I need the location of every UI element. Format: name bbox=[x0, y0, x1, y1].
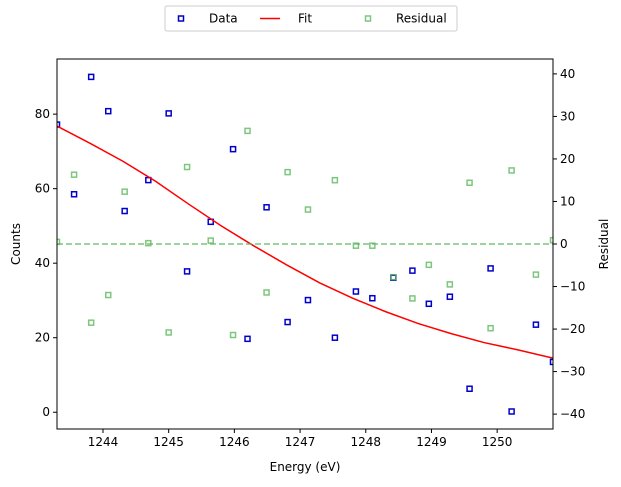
legend-label: Residual bbox=[396, 12, 447, 26]
data-point bbox=[466, 385, 473, 393]
legend-swatch bbox=[364, 15, 372, 22]
y-axis-label: Counts bbox=[9, 223, 23, 265]
x-tick-label: 1244 bbox=[88, 435, 119, 449]
y2-tick-label: −20 bbox=[560, 322, 585, 336]
legend-frame bbox=[164, 5, 458, 32]
data-point bbox=[244, 335, 251, 343]
residual-point bbox=[466, 179, 473, 187]
residual-point bbox=[244, 127, 251, 135]
data-point bbox=[304, 296, 312, 304]
data-point bbox=[532, 321, 540, 328]
y2-tick-label: −10 bbox=[560, 280, 585, 294]
series-layer bbox=[57, 73, 553, 415]
residual-point bbox=[425, 261, 433, 269]
residual-point bbox=[121, 188, 128, 195]
y2-tick-label: 30 bbox=[560, 109, 575, 123]
data-point bbox=[263, 204, 270, 211]
x-tick-label: 1245 bbox=[153, 435, 184, 449]
x-tick-label: 1246 bbox=[219, 435, 250, 449]
residual-point bbox=[263, 289, 270, 296]
residual-point bbox=[87, 319, 95, 326]
residual-point bbox=[508, 167, 515, 174]
residual-point bbox=[70, 171, 78, 178]
data-point bbox=[549, 358, 553, 366]
data-point bbox=[425, 300, 433, 308]
y-tick-label: 80 bbox=[35, 107, 50, 121]
y-tick-label: 60 bbox=[35, 182, 50, 196]
data-point bbox=[446, 293, 454, 300]
y-tick-label: 40 bbox=[35, 256, 50, 270]
residual-point bbox=[104, 291, 112, 299]
data-point bbox=[352, 288, 360, 295]
data-point bbox=[57, 121, 61, 128]
data-point bbox=[409, 267, 416, 274]
data-point bbox=[121, 207, 128, 215]
data-point bbox=[104, 107, 112, 115]
data-point bbox=[87, 73, 95, 81]
axes-layer: 1244 1245 1246 1247 1248 1249 1250 0 20 40 60 80 −40… bbox=[35, 67, 586, 449]
data-point bbox=[229, 145, 237, 153]
residual-point bbox=[57, 238, 61, 246]
fit-line bbox=[57, 125, 553, 359]
x-tick-label: 1248 bbox=[350, 435, 381, 449]
residual-point bbox=[183, 163, 191, 171]
y2-tick-label: 0 bbox=[560, 237, 568, 251]
y2-tick-label: 40 bbox=[560, 67, 575, 81]
x-axis-label: Energy (eV) bbox=[270, 460, 341, 474]
residual-point bbox=[165, 329, 172, 336]
y2-tick-label: −40 bbox=[560, 407, 585, 421]
residual-point bbox=[369, 242, 376, 249]
data-point bbox=[487, 265, 494, 272]
residual-point bbox=[145, 239, 152, 247]
data-point bbox=[70, 191, 78, 198]
residual-point bbox=[409, 295, 416, 302]
residual-point bbox=[284, 168, 291, 176]
residual-point bbox=[229, 331, 237, 339]
residual-point bbox=[549, 236, 553, 244]
y2-tick-label: −30 bbox=[560, 365, 585, 379]
residual-point bbox=[304, 206, 312, 213]
y-tick-label: 20 bbox=[35, 331, 50, 345]
y2-axis-label: Residual bbox=[597, 219, 611, 270]
residual-point bbox=[446, 281, 454, 288]
data-point bbox=[331, 334, 339, 341]
x-tick-label: 1247 bbox=[285, 435, 316, 449]
x-tick-label: 1250 bbox=[482, 435, 513, 449]
x-tick-label: 1249 bbox=[416, 435, 447, 449]
y2-tick-label: 20 bbox=[560, 152, 575, 166]
data-point bbox=[165, 110, 172, 117]
data-point bbox=[508, 408, 515, 415]
y-tick-label: 0 bbox=[42, 405, 50, 419]
residual-point bbox=[532, 271, 540, 278]
data-point bbox=[369, 294, 376, 302]
residual-point bbox=[331, 176, 339, 184]
plot-frame bbox=[56, 58, 554, 430]
legend-label: Fit bbox=[298, 12, 312, 26]
legend-swatch bbox=[177, 15, 185, 22]
residual-point bbox=[352, 242, 360, 249]
legend-label: Data bbox=[209, 12, 238, 26]
data-point bbox=[284, 318, 291, 326]
residual-point bbox=[390, 273, 397, 281]
data-point bbox=[183, 268, 191, 275]
y2-tick-label: 10 bbox=[560, 194, 575, 208]
legend: Data Fit Residual bbox=[164, 5, 458, 32]
residual-point bbox=[207, 237, 214, 244]
residual-point bbox=[487, 324, 494, 332]
